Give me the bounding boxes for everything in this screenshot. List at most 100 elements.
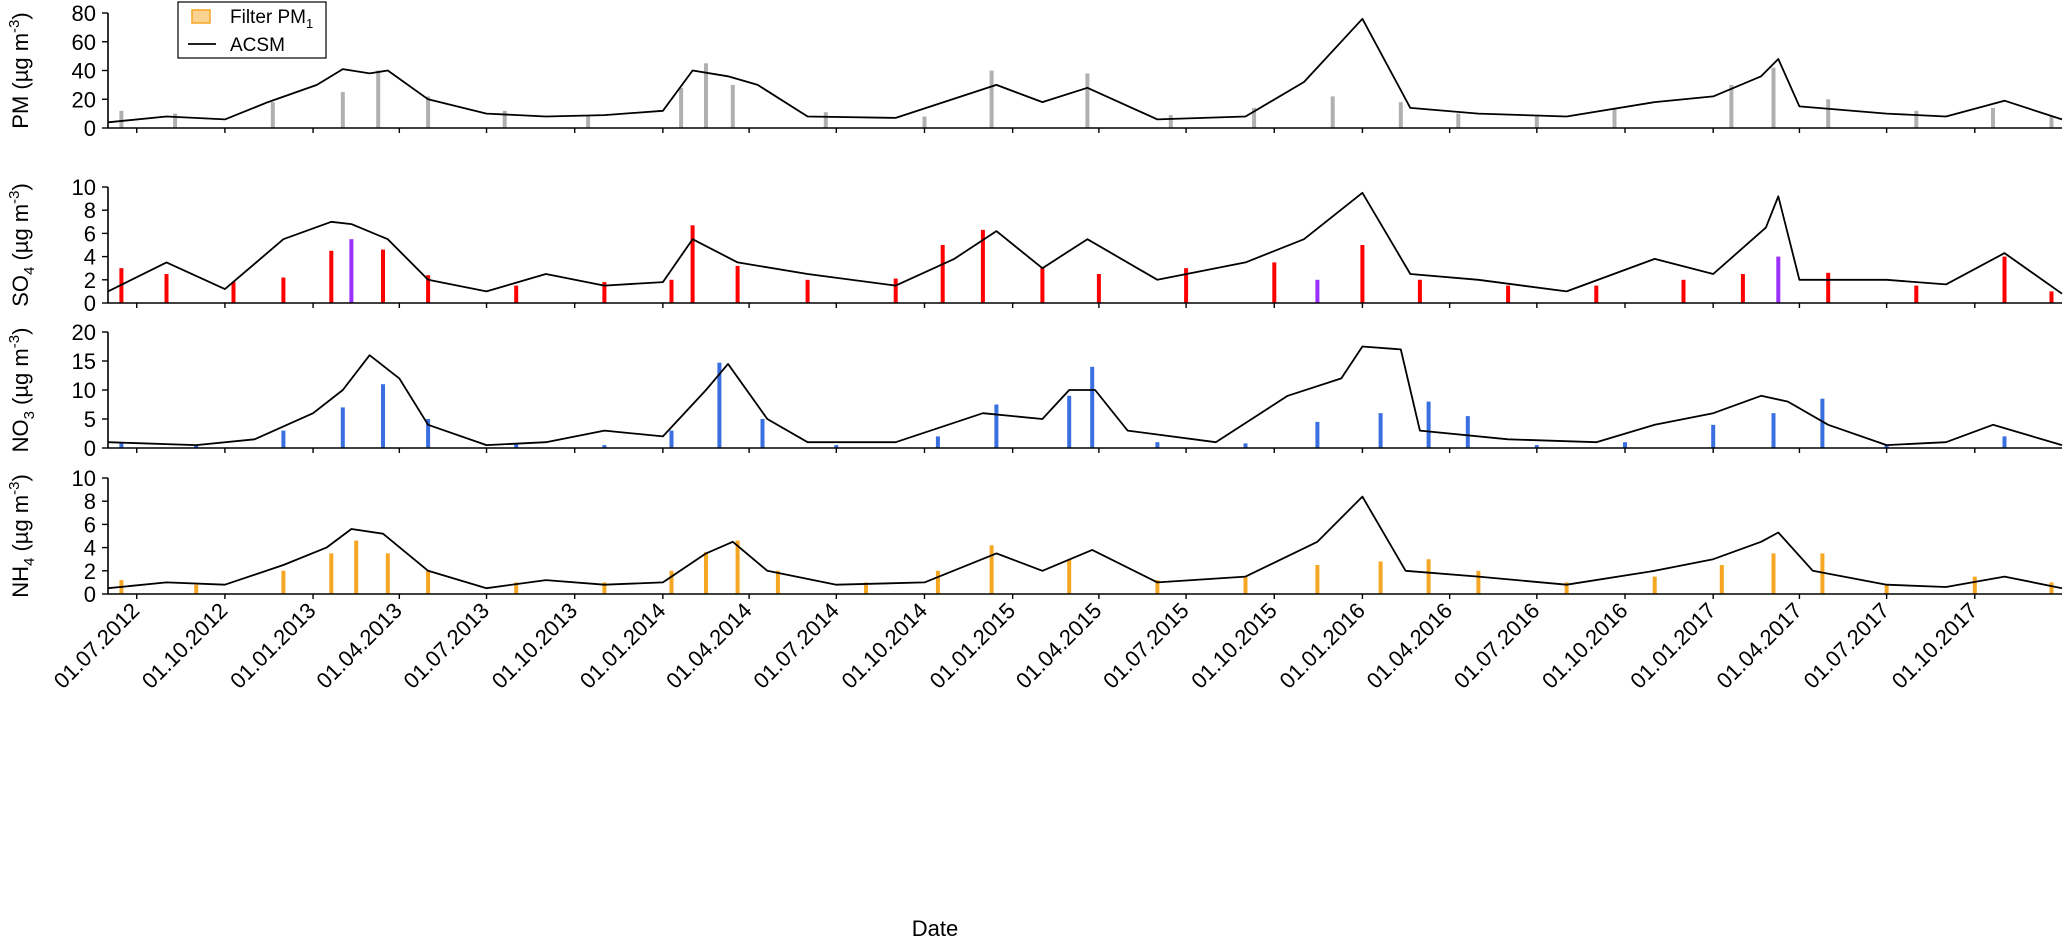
nh4-filter-bar — [354, 540, 359, 594]
pm-y-tick-label: 40 — [72, 59, 96, 84]
nh4-filter-bar — [1476, 570, 1481, 594]
so4-filter-bar — [1740, 274, 1745, 303]
x-tick-label: 01.01.2014 — [575, 598, 671, 694]
no3-filter-bar — [1820, 398, 1825, 448]
so4-filter-bar — [893, 278, 898, 303]
so4-filter-bar — [1681, 279, 1686, 303]
x-tick-label: 01.04.2016 — [1362, 598, 1458, 694]
x-tick-label: 01.10.2017 — [1887, 598, 1983, 694]
nh4-filter-bar — [1067, 559, 1072, 594]
x-tick-label: 01.04.2015 — [1011, 598, 1107, 694]
nh4-filter-bar — [1378, 561, 1383, 594]
so4-filter-bar — [1040, 268, 1045, 303]
pm-filter-bar — [1612, 107, 1617, 128]
pm-filter-bar — [823, 112, 828, 128]
pm-filter-bar — [1168, 115, 1173, 128]
x-tick-label: 01.04.2014 — [661, 598, 757, 694]
no3-filter-bar — [1623, 442, 1627, 448]
so4-filter-bar — [349, 239, 354, 303]
so4-filter-bar — [329, 250, 334, 303]
nh4-filter-bar — [281, 570, 286, 594]
pm-filter-bar — [426, 96, 431, 128]
no3-filter-bar — [994, 404, 999, 448]
nh4-filter-bar — [669, 570, 674, 594]
no3-filter-bar — [760, 419, 765, 448]
nh4-filter-bar — [1820, 553, 1825, 594]
no3-filter-bar — [119, 442, 124, 448]
pm-acsm-line — [107, 17, 2063, 124]
pm-y-tick-label: 60 — [72, 30, 96, 55]
no3-filter-bar — [1711, 424, 1716, 448]
nh4-y-tick-label: 8 — [84, 489, 96, 514]
so4-filter-bar — [980, 229, 985, 303]
x-tick-label: 01.07.2013 — [399, 598, 495, 694]
pm-filter-bar — [119, 110, 124, 129]
nh4-filter-bar — [2049, 582, 2054, 594]
nh4-filter-bar — [1771, 553, 1776, 594]
so4-filter-bar — [1594, 285, 1599, 303]
no3-filter-bar — [281, 430, 286, 448]
nh4-filter-bar — [1652, 576, 1657, 594]
pm-filter-bar — [730, 84, 735, 128]
x-tick-label: 01.07.2016 — [1449, 598, 1545, 694]
nh4-filter-bar — [935, 570, 940, 594]
no3-filter-bar — [669, 430, 674, 448]
nh4-filter-bar — [1884, 584, 1889, 594]
nh4-filter-bar — [1315, 565, 1320, 594]
no3-filter-bar — [1067, 395, 1072, 448]
so4-filter-bar — [690, 225, 695, 303]
no3-y-tick-label: 0 — [84, 436, 96, 461]
so4-y-tick-label: 6 — [84, 221, 96, 246]
pm-filter-bar — [1456, 113, 1461, 128]
so4-filter-bar — [164, 274, 169, 303]
so4-y-axis-label: SO4 (µg m-3) — [6, 183, 38, 307]
so4-filter-bar — [231, 282, 236, 303]
nh4-filter-bar — [989, 545, 994, 594]
pm-filter-bar — [1729, 84, 1734, 128]
pm-filter-bar — [173, 113, 178, 128]
so4-filter-bar — [1184, 268, 1189, 303]
legend: Filter PM1 ACSM — [177, 1, 327, 59]
nh4-y-tick-label: 2 — [84, 559, 96, 584]
x-tick-label: 01.10.2015 — [1186, 598, 1282, 694]
pm-y-axis-label: PM (µg m-3) — [6, 12, 33, 128]
nh4-filter-bar — [1426, 559, 1431, 594]
pm-filter-bar — [376, 70, 381, 128]
so4-filter-bar — [426, 275, 431, 303]
no3-acsm-line — [107, 345, 2063, 447]
pm-filter-bar — [1914, 110, 1919, 129]
so4-filter-bar — [1096, 274, 1101, 303]
no3-filter-bar — [2002, 436, 2007, 448]
so4-filter-bar — [1914, 285, 1919, 303]
nh4-filter-bar — [426, 570, 431, 594]
x-tick-label: 01.10.2016 — [1537, 598, 1633, 694]
so4-filter-bar — [940, 245, 945, 303]
legend-filter-swatch — [191, 9, 211, 24]
pm-filter-bar — [1771, 67, 1776, 128]
no3-y-tick-label: 10 — [72, 378, 96, 403]
x-tick-label: 01.01.2015 — [925, 598, 1021, 694]
nh4-filter-bar — [602, 582, 607, 594]
no3-filter-bar — [1243, 443, 1248, 448]
pm-y-tick-label: 20 — [72, 87, 96, 112]
x-tick-label: 01.04.2013 — [311, 598, 407, 694]
so4-filter-bar — [281, 277, 286, 303]
nh4-filter-bar — [1243, 576, 1248, 594]
no3-filter-bar — [1090, 366, 1095, 448]
no3-filter-bar — [1771, 413, 1776, 448]
no3-filter-bar — [1426, 401, 1431, 448]
so4-filter-bar — [1417, 279, 1422, 303]
pm-y-tick-label: 80 — [72, 1, 96, 26]
so4-filter-bar — [1272, 262, 1277, 303]
pm-filter-bar — [1252, 107, 1257, 128]
nh4-y-tick-label: 6 — [84, 512, 96, 537]
x-tick-label: 01.10.2014 — [836, 598, 932, 694]
so4-y-tick-label: 0 — [84, 291, 96, 316]
pm-filter-bar — [586, 115, 591, 128]
pm-filter-bar — [989, 70, 994, 128]
no3-filter-bar — [194, 445, 199, 448]
nh4-filter-bar — [775, 570, 780, 594]
x-tick-label: 01.07.2014 — [748, 598, 844, 694]
